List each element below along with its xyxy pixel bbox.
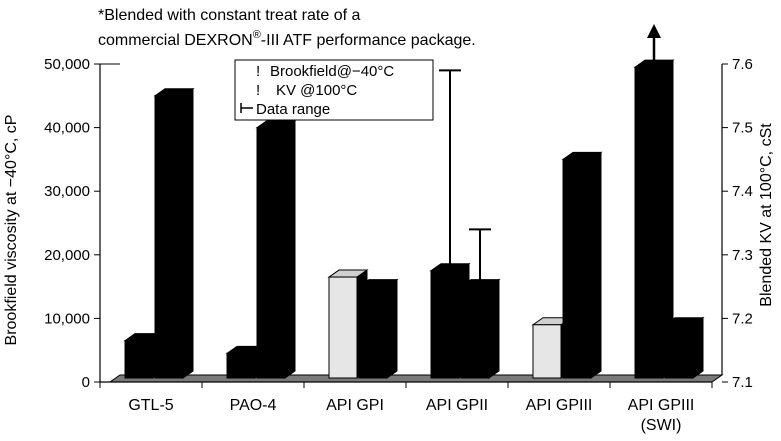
y-right-tick-label: 7.5 xyxy=(732,120,753,137)
legend-kv-label: KV @100°C xyxy=(276,82,357,99)
note-line-2: commercial DEXRON®-III ATF performance p… xyxy=(98,29,476,49)
bar-kv-gtl-5 xyxy=(153,87,195,379)
note-line-2-sup: ® xyxy=(253,29,261,41)
y-left-tick-label: 50,000 xyxy=(44,56,90,73)
plot-area: 0 10,000 20,000 30,000 40,000 50,000 7.1 7.2 7.3… xyxy=(44,24,753,434)
legend-kv-marker: ! xyxy=(256,82,260,99)
x-category-label-api-gpi: API GPI xyxy=(326,397,384,414)
bar-brookfield-api-gpiii-swi xyxy=(633,59,675,379)
x-category-label-api-gpiii-swi: API GPIII xyxy=(628,397,695,414)
x-category-label-api-gpiii: API GPIII xyxy=(526,397,593,414)
y-left-tick-label: 10,000 xyxy=(44,310,90,327)
note-line-2-pre: commercial DEXRON xyxy=(98,32,253,49)
legend: ! Brookfield@−40°C ! KV @100°C Data rang… xyxy=(234,59,434,121)
y-left-tick-label: 30,000 xyxy=(44,183,90,200)
x-category-label-api-gpiii-swi: (SWI) xyxy=(641,417,682,434)
error-bar-brookfield-api-gpiii-swi-arrowhead xyxy=(647,24,661,38)
y-left-axis-title: Brookfield viscosity at −40°C, cP xyxy=(3,115,20,346)
x-category-label-pao-4: PAO-4 xyxy=(230,397,277,414)
y-right-axis-title: Blended KV at 100°C, cSt xyxy=(758,123,775,307)
legend-brookfield-marker: ! xyxy=(256,63,260,80)
y-right-tick-label: 7.6 xyxy=(732,56,753,73)
bar-kv-api-gpiii-swi xyxy=(663,316,705,379)
legend-range-marker xyxy=(240,103,253,113)
bar-kv-api-gpii xyxy=(459,278,501,379)
y-right-tick-label: 7.2 xyxy=(732,310,753,327)
y-right-tick-label: 7.3 xyxy=(732,247,753,264)
note-line-2-post: -III ATF performance package. xyxy=(261,32,476,49)
bar-kv-api-gpi xyxy=(357,278,399,379)
bar-kv-api-gpiii xyxy=(561,151,603,379)
legend-brookfield-label: Brookfield@−40°C xyxy=(270,63,394,80)
y-right-tick-label: 7.1 xyxy=(732,374,753,391)
chart-floor xyxy=(108,374,724,383)
legend-box xyxy=(234,59,434,121)
y-left-tick-label: 0 xyxy=(82,374,90,391)
y-left-tick-label: 40,000 xyxy=(44,120,90,137)
x-category-label-gtl-5: GTL-5 xyxy=(128,397,173,414)
bar-kv-pao-4 xyxy=(255,119,297,379)
legend-range-label: Data range xyxy=(256,101,330,118)
note-line-1: *Blended with constant treat rate of a xyxy=(98,7,360,24)
y-right-tick-label: 7.4 xyxy=(732,183,753,200)
x-category-label-api-gpii: API GPII xyxy=(426,397,488,414)
y-left-tick-label: 20,000 xyxy=(44,247,90,264)
